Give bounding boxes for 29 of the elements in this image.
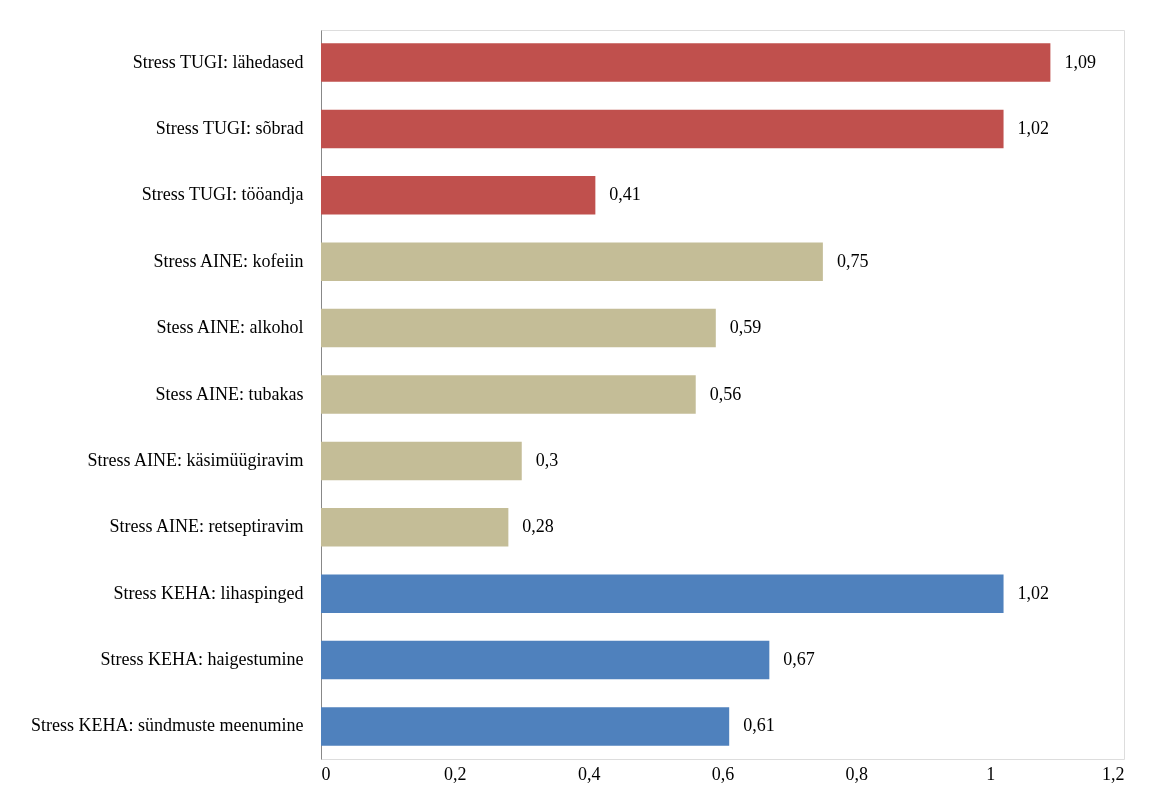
- data-label: 1,02: [1017, 582, 1050, 603]
- x-tick-label: 0,4: [577, 763, 601, 784]
- x-tick-label: 0,6: [711, 763, 735, 784]
- data-label: 1,09: [1064, 51, 1096, 72]
- y-tick-label: Stess AINE: alkohol: [156, 317, 304, 338]
- data-label: 0,28: [522, 516, 554, 537]
- y-tick-label: Stress TUGI: lähedased: [132, 51, 304, 72]
- data-label: 1,02: [1017, 117, 1050, 138]
- y-tick-label: Stress AINE: kofeiin: [153, 250, 304, 271]
- data-label: 0,41: [609, 184, 641, 205]
- y-tick-label: Stress AINE: käsimüügiravim: [87, 449, 304, 470]
- data-label: 0,61: [743, 715, 775, 736]
- x-tick-label: 1: [986, 763, 996, 784]
- x-tick-label: 0,8: [845, 763, 869, 784]
- y-tick-label: Stress KEHA: haigestumine: [100, 649, 304, 670]
- data-label: 0,59: [729, 317, 762, 338]
- x-tick-label: 0,2: [444, 763, 467, 784]
- x-tick-label: 1,2: [1102, 763, 1125, 784]
- y-tick-label: Stress TUGI: tööandja: [141, 184, 304, 205]
- data-label: 0,56: [709, 383, 742, 404]
- y-tick-label: Stress KEHA: sündmuste meenumine: [31, 715, 304, 736]
- data-label: 0,75: [836, 250, 869, 271]
- data-label: 0,3: [535, 449, 559, 470]
- data-label: 0,67: [783, 649, 815, 670]
- y-tick-label: Stess AINE: tubakas: [155, 383, 304, 404]
- y-tick-label: Stress AINE: retseptiravim: [109, 516, 304, 537]
- y-tick-label: Stress KEHA: lihaspinged: [113, 582, 304, 603]
- y-tick-label: Stress TUGI: sõbrad: [155, 117, 304, 138]
- x-tick-label: 0: [321, 763, 331, 784]
